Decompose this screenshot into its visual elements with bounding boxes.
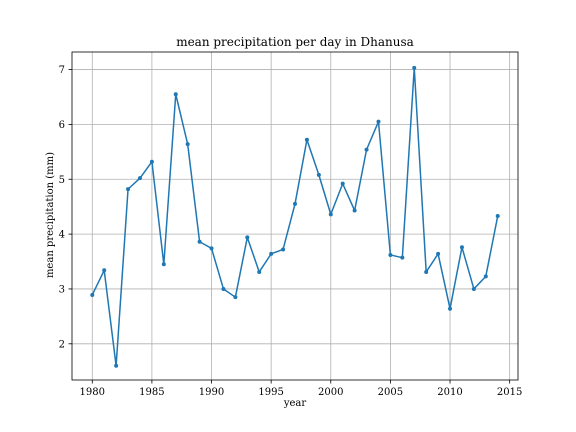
data-point [376,119,381,124]
y-tick-label: 7 [59,65,65,76]
data-point [221,286,226,291]
data-point [495,214,500,218]
y-tick-label: 5 [59,175,65,186]
data-point [245,235,250,240]
x-tick-label: 2000 [318,387,343,398]
data-point [161,262,166,267]
x-axis-label: year [283,398,307,409]
data-point [269,251,274,256]
data-point [448,306,453,311]
data-point [328,212,333,217]
data-point [388,252,393,257]
data-point [412,65,417,70]
data-point [209,246,214,251]
y-tick-label: 4 [59,230,65,241]
y-tick-label: 3 [59,284,65,295]
x-tick-label: 2015 [497,387,522,398]
plot-area-frame [71,51,519,381]
y-axis-label: mean precipitation (mm) [45,152,56,278]
data-point [364,147,369,152]
data-point [137,176,142,181]
x-tick-label: 1995 [258,387,283,398]
data-point [114,363,119,368]
data-point [459,245,464,250]
data-point [436,251,441,256]
data-point [424,269,429,274]
x-tick-label: 2005 [378,387,403,398]
data-point [257,269,262,274]
data-point [471,286,476,291]
data-point [233,295,238,300]
y-tick-label: 2 [59,339,65,350]
data-point [316,172,321,177]
data-point [340,181,345,186]
data-point [185,142,190,147]
data-point [102,268,107,273]
data-point [304,137,309,142]
data-point [293,201,297,206]
data-point [149,159,154,164]
data-point [483,274,488,279]
data-point [352,208,357,213]
data-point [90,292,95,297]
tick-layer: 1980 1985 1990 1995 2000 2005 2010 2015 2 3 4 5 6 7 [59,65,523,398]
chart-title: mean precipitation per day in Dhanusa [176,35,414,49]
x-tick-label: 2010 [437,387,462,398]
x-tick-label: 1980 [80,387,105,398]
data-point [126,187,131,192]
data-point [281,247,286,252]
series-layer [90,65,500,368]
x-tick-label: 1990 [199,387,224,398]
data-point [173,92,178,97]
data-point [400,255,405,260]
data-point [197,239,202,244]
y-tick-label: 6 [59,120,65,131]
x-tick-label: 1985 [139,387,164,398]
